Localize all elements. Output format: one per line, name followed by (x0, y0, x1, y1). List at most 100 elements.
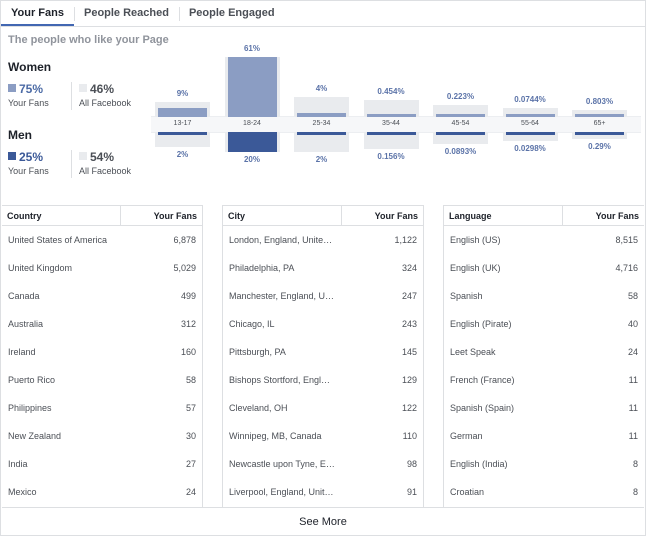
women-bar-55-64[interactable] (505, 114, 555, 117)
country-name: United States of America (8, 235, 108, 245)
facebook-women-bar (433, 105, 488, 117)
city-row[interactable]: Manchester, England, U… 247 (223, 282, 423, 310)
language-row[interactable]: German 11 (444, 422, 644, 450)
men-pct-label: 2% (176, 150, 189, 159)
language-fan-count: 8 (632, 459, 638, 469)
country-row[interactable]: Australia 312 (2, 310, 202, 338)
city-row[interactable]: Cleveland, OH 122 (223, 394, 423, 422)
language-row[interactable]: Spanish (Spain) 11 (444, 394, 644, 422)
men-bar-13-17[interactable] (158, 132, 207, 135)
city-name: Manchester, England, U… (229, 291, 335, 301)
country-column-header[interactable]: Country (7, 211, 42, 221)
language-fans-column-header[interactable]: Your Fans (562, 206, 644, 225)
country-row[interactable]: Ireland 160 (2, 338, 202, 366)
women-bar-35-44[interactable] (366, 114, 416, 117)
city-row[interactable]: Bishops Stortford, Engl… 129 (223, 366, 423, 394)
facebook-men-bar (502, 132, 558, 141)
women-fb-stat: 46% All Facebook (79, 82, 131, 108)
city-fan-count: 122 (401, 403, 417, 413)
language-fan-count: 8 (632, 487, 638, 497)
language-name: Leet Speak (450, 347, 496, 357)
divider (71, 150, 72, 178)
city-fan-count: 129 (401, 375, 417, 385)
country-row[interactable]: Mexico 24 (2, 478, 202, 506)
city-fan-count: 324 (401, 263, 417, 273)
city-column-header[interactable]: City (228, 211, 246, 221)
language-column-header[interactable]: Language (449, 211, 492, 221)
country-row[interactable]: Canada 499 (2, 282, 202, 310)
city-row[interactable]: Liverpool, England, Unit… 91 (223, 478, 423, 506)
city-fan-count: 110 (402, 431, 417, 441)
tab-your-fans[interactable]: Your Fans (1, 1, 74, 26)
language-row[interactable]: Spanish 58 (444, 282, 644, 310)
men-pct-label: 0.0298% (514, 144, 546, 153)
men-bar-35-44[interactable] (366, 132, 416, 135)
facebook-men-bar (363, 132, 419, 149)
age-range-label: 13-17 (173, 120, 192, 127)
women-bar-45-54[interactable] (436, 114, 485, 117)
country-row[interactable]: United States of America 6,878 (2, 226, 202, 254)
country-row[interactable]: United Kingdom 5,029 (2, 254, 202, 282)
see-more-button[interactable]: See More (2, 507, 644, 536)
language-name: English (India) (450, 459, 508, 469)
men-fans-stat: 25% Your Fans (8, 150, 49, 176)
language-row[interactable]: English (India) 8 (444, 450, 644, 478)
city-row[interactable]: Pittsburgh, PA 145 (223, 338, 423, 366)
women-pct-label: 0.803% (585, 97, 614, 107)
men-bar-45-54[interactable] (436, 132, 485, 135)
city-fan-count: 243 (401, 319, 417, 329)
women-bar-13-17[interactable] (158, 108, 207, 117)
women-pct-label: 4% (315, 84, 328, 94)
country-row[interactable]: Philippines 57 (2, 394, 202, 422)
language-row[interactable]: Leet Speak 24 (444, 338, 644, 366)
country-fan-count: 160 (180, 347, 196, 357)
city-name: Winnipeg, MB, Canada (229, 431, 322, 441)
language-row[interactable]: Croatian 8 (444, 478, 644, 506)
city-row[interactable]: Chicago, IL 243 (223, 310, 423, 338)
city-name: Bishops Stortford, Engl… (229, 375, 331, 385)
country-fan-count: 57 (185, 403, 196, 413)
language-row[interactable]: English (US) 8,515 (444, 226, 644, 254)
facebook-women-bar (363, 100, 419, 117)
men-bar-25-34[interactable] (297, 132, 346, 135)
age-range-label: 55-64 (521, 120, 539, 127)
age-range-label: 35-44 (382, 120, 400, 127)
language-name: English (Pirate) (450, 319, 512, 329)
age-range-label: 18-24 (243, 120, 261, 127)
city-row[interactable]: London, England, Unite… 1,122 (223, 226, 423, 254)
language-row[interactable]: French (France) 11 (444, 366, 644, 394)
age-range-label: 65+ (593, 120, 606, 127)
men-bar-55-64[interactable] (505, 132, 555, 135)
tab-people-reached[interactable]: People Reached (73, 1, 179, 26)
language-name: German (450, 431, 483, 441)
facebook-men-bar (155, 132, 210, 147)
men-title: Men (8, 128, 32, 142)
women-bar-65+[interactable] (575, 114, 624, 117)
language-row[interactable]: English (Pirate) 40 (444, 310, 644, 338)
facebook-men-bar (294, 132, 349, 152)
women-pct-label: 0.454% (377, 87, 405, 97)
city-name: Philadelphia, PA (229, 263, 295, 273)
city-row[interactable]: Newcastle upon Tyne, E… 98 (223, 450, 423, 478)
men-bar-65+[interactable] (575, 132, 624, 135)
language-row[interactable]: English (UK) 4,716 (444, 254, 644, 282)
facebook-women-bar (572, 110, 627, 117)
men-bar-18-24[interactable] (227, 132, 277, 152)
country-fan-count: 6,878 (173, 235, 196, 245)
city-row[interactable]: Winnipeg, MB, Canada 110 (223, 422, 423, 450)
city-fans-column-header[interactable]: Your Fans (341, 206, 423, 225)
country-row[interactable]: New Zealand 30 (2, 422, 202, 450)
language-fan-count: 11 (628, 375, 638, 385)
country-row[interactable]: India 27 (2, 450, 202, 478)
city-name: Cleveland, OH (229, 403, 288, 413)
facebook-men-bar (433, 132, 488, 144)
city-row[interactable]: Philadelphia, PA 324 (223, 254, 423, 282)
men-pct-label: 0.156% (377, 152, 405, 161)
women-fans-swatch (8, 84, 16, 92)
country-fans-column-header[interactable]: Your Fans (120, 206, 202, 225)
women-bar-25-34[interactable] (297, 113, 346, 117)
women-bar-18-24[interactable] (227, 57, 277, 117)
tab-people-engaged[interactable]: People Engaged (178, 1, 285, 26)
country-name: Australia (8, 319, 44, 329)
country-row[interactable]: Puerto Rico 58 (2, 366, 202, 394)
